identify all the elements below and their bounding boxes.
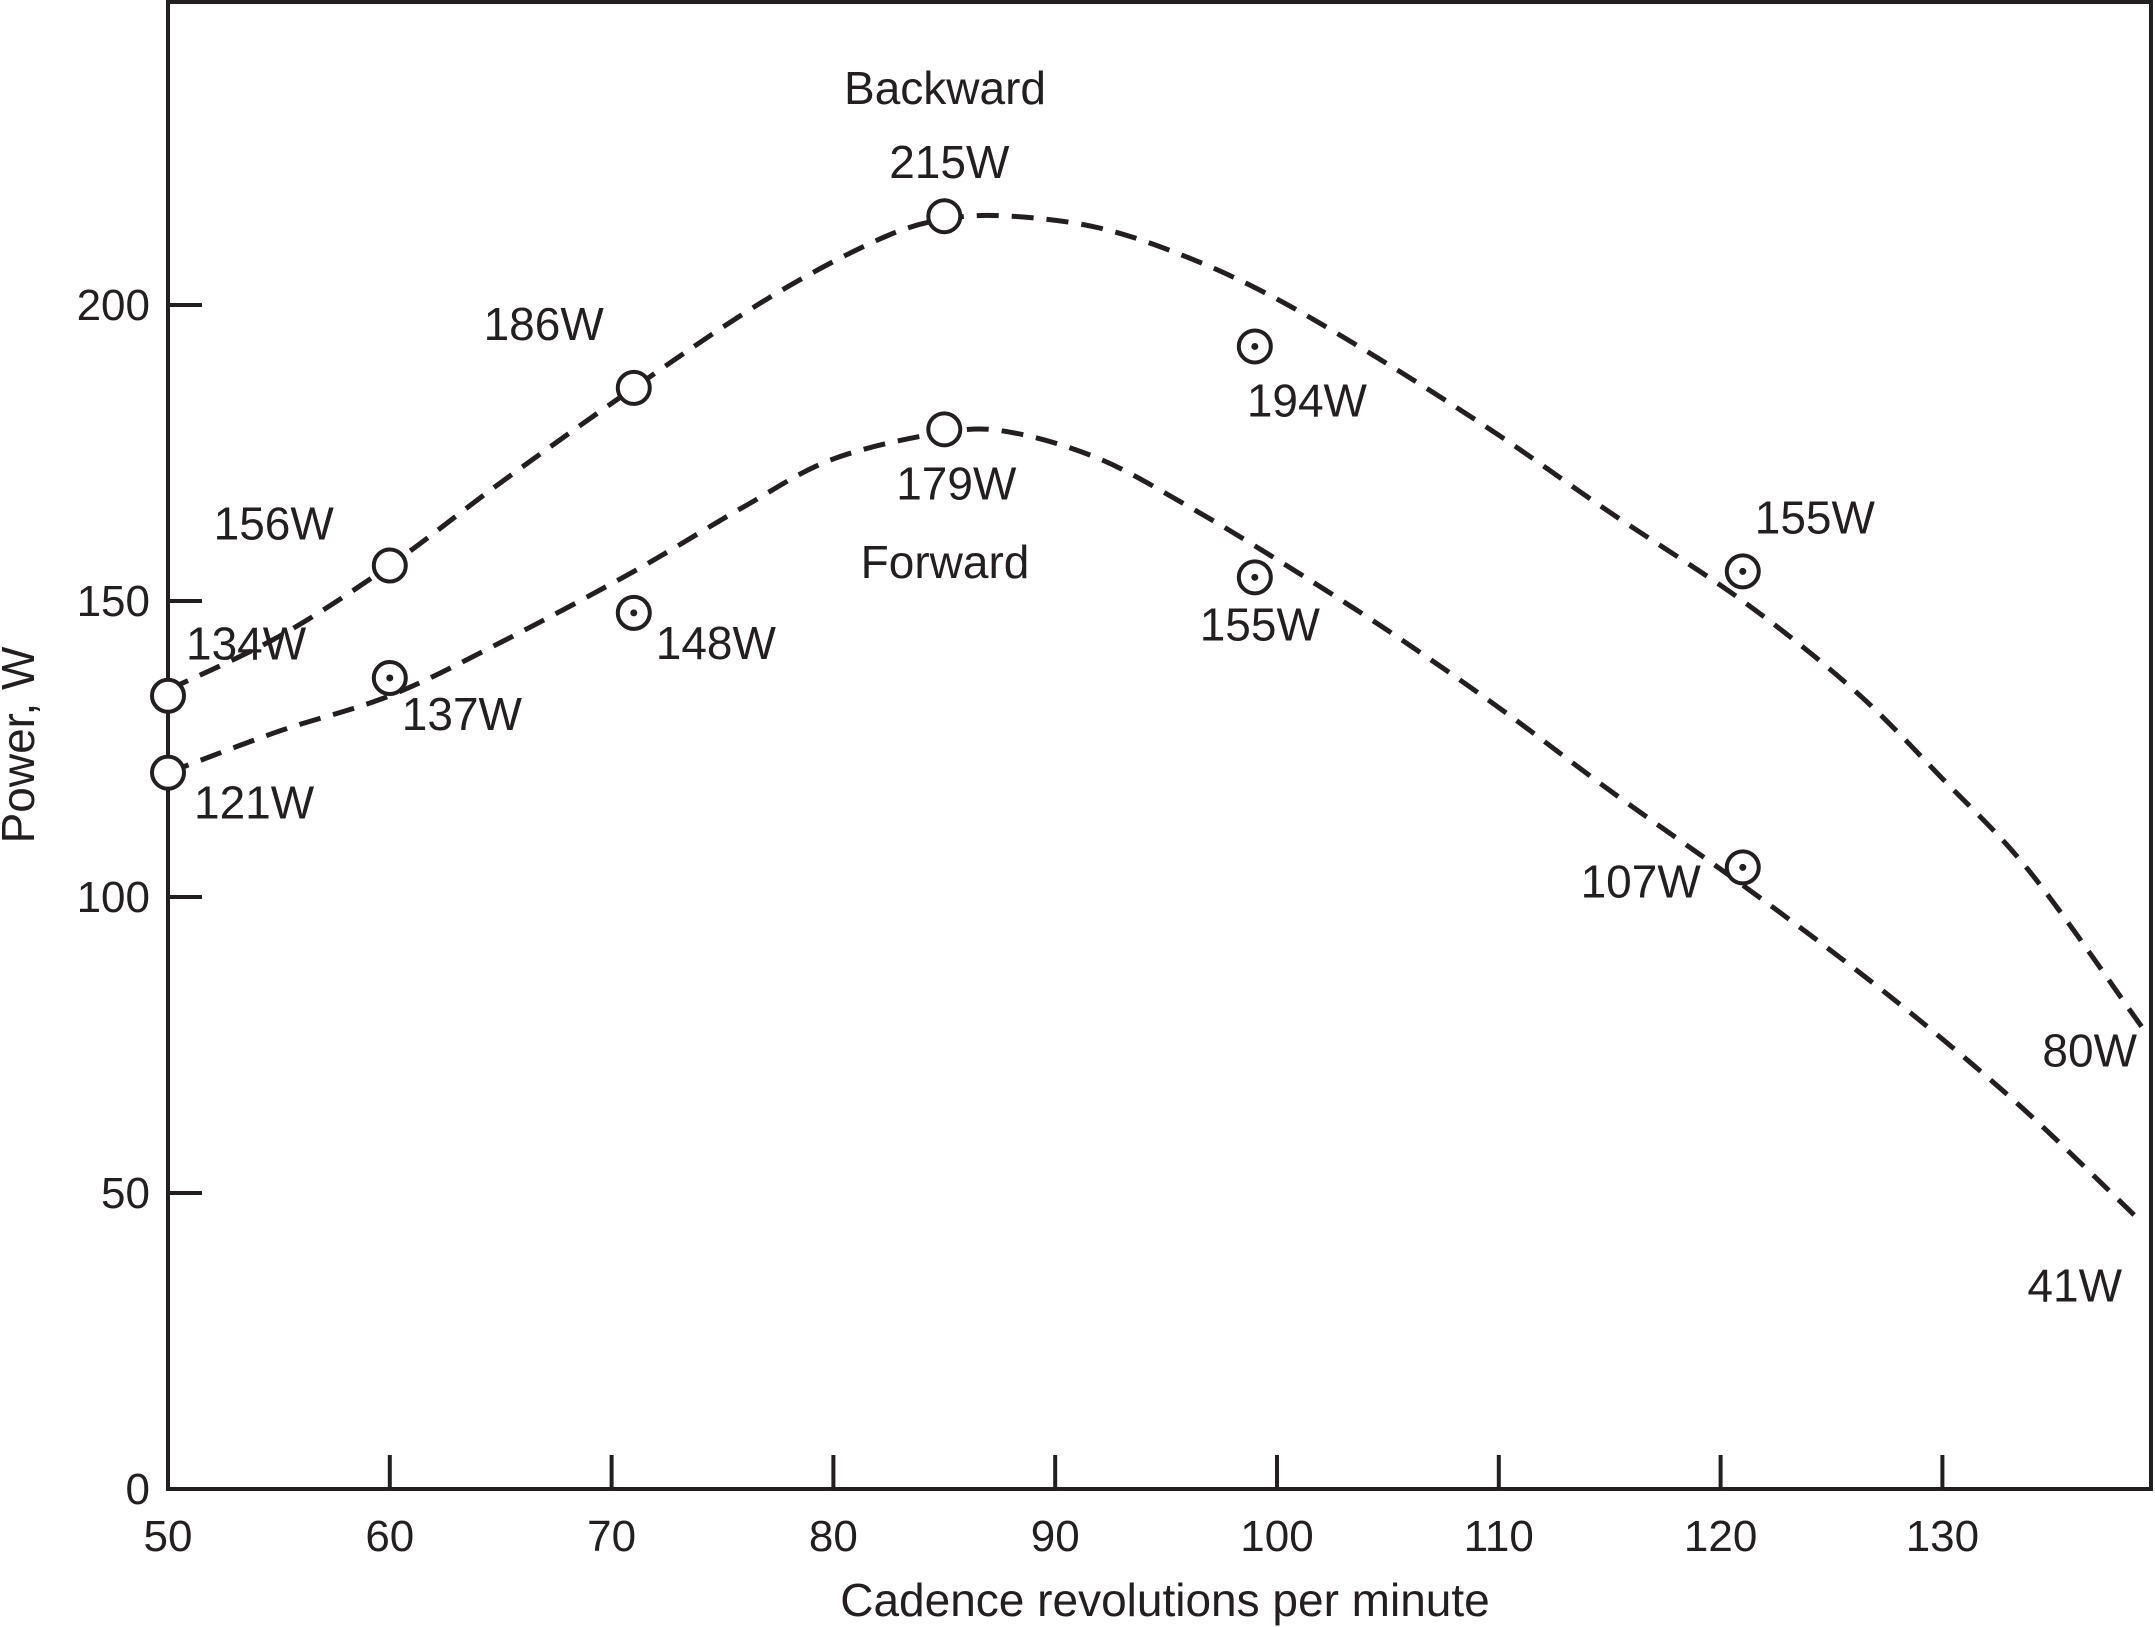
data-point-center — [386, 674, 394, 682]
data-point-center — [1739, 863, 1747, 871]
point-label-backward: 156W — [214, 497, 335, 549]
data-point-backward — [926, 198, 963, 235]
y-axis-title: Power, W — [0, 646, 44, 843]
point-label-backward: 155W — [1755, 491, 1876, 543]
curve-backward — [166, 212, 2145, 1029]
point-labels: 134W 156W 186W 215W 194W 155W 80W 121W 137W 148W 1… — [186, 136, 2138, 1311]
point-label-forward: 41W — [2027, 1260, 2122, 1312]
y-tick-label: 100 — [77, 873, 150, 922]
series-label-forward: Forward — [861, 536, 1030, 588]
point-label-backward: 80W — [2042, 1024, 2137, 1076]
y-tick-label: 200 — [77, 281, 150, 330]
data-point-center — [1739, 567, 1747, 575]
x-tick-label: 70 — [587, 1512, 636, 1561]
x-tick-label: 90 — [1031, 1512, 1080, 1561]
x-axis: 50 60 70 80 90 100 110 120 130 — [144, 1455, 1979, 1561]
curves — [166, 212, 2145, 1225]
data-point-forward — [150, 754, 186, 791]
data-point-center — [1251, 342, 1259, 350]
series-label-backward: Backward — [844, 62, 1046, 114]
y-tick-label: 150 — [77, 577, 150, 626]
x-tick-label: 60 — [365, 1512, 414, 1561]
point-label-backward: 194W — [1247, 374, 1368, 426]
point-label-forward: 137W — [402, 688, 523, 740]
x-tick-label: 50 — [144, 1512, 193, 1561]
plot-frame — [166, 0, 2153, 1491]
point-label-forward: 121W — [194, 777, 315, 829]
data-point-backward — [371, 547, 408, 584]
x-tick-label: 100 — [1240, 1512, 1313, 1561]
point-label-backward: 215W — [889, 136, 1010, 188]
x-tick-label: 80 — [809, 1512, 858, 1561]
point-label-forward: 179W — [896, 457, 1017, 509]
x-tick-label: 130 — [1906, 1512, 1979, 1561]
data-point-forward — [926, 411, 963, 448]
y-axis: 0 50 100 150 200 — [77, 281, 202, 1514]
point-label-backward: 134W — [186, 618, 307, 670]
data-point-backward — [615, 369, 652, 406]
x-tick-label: 110 — [1464, 1512, 1534, 1561]
x-axis-title: Cadence revolutions per minute — [840, 1574, 1489, 1626]
y-tick-label: 0 — [126, 1465, 150, 1514]
point-label-backward: 186W — [484, 298, 605, 350]
point-label-forward: 148W — [656, 617, 777, 669]
x-tick-label: 120 — [1684, 1512, 1757, 1561]
point-label-forward: 107W — [1581, 855, 1702, 907]
markers — [150, 198, 1761, 886]
data-point-center — [1251, 573, 1259, 581]
curve-forward — [167, 426, 2144, 1225]
y-tick-label: 50 — [101, 1169, 150, 1218]
data-point-backward — [150, 677, 186, 714]
data-point-center — [630, 609, 638, 617]
point-label-forward: 155W — [1200, 598, 1321, 650]
